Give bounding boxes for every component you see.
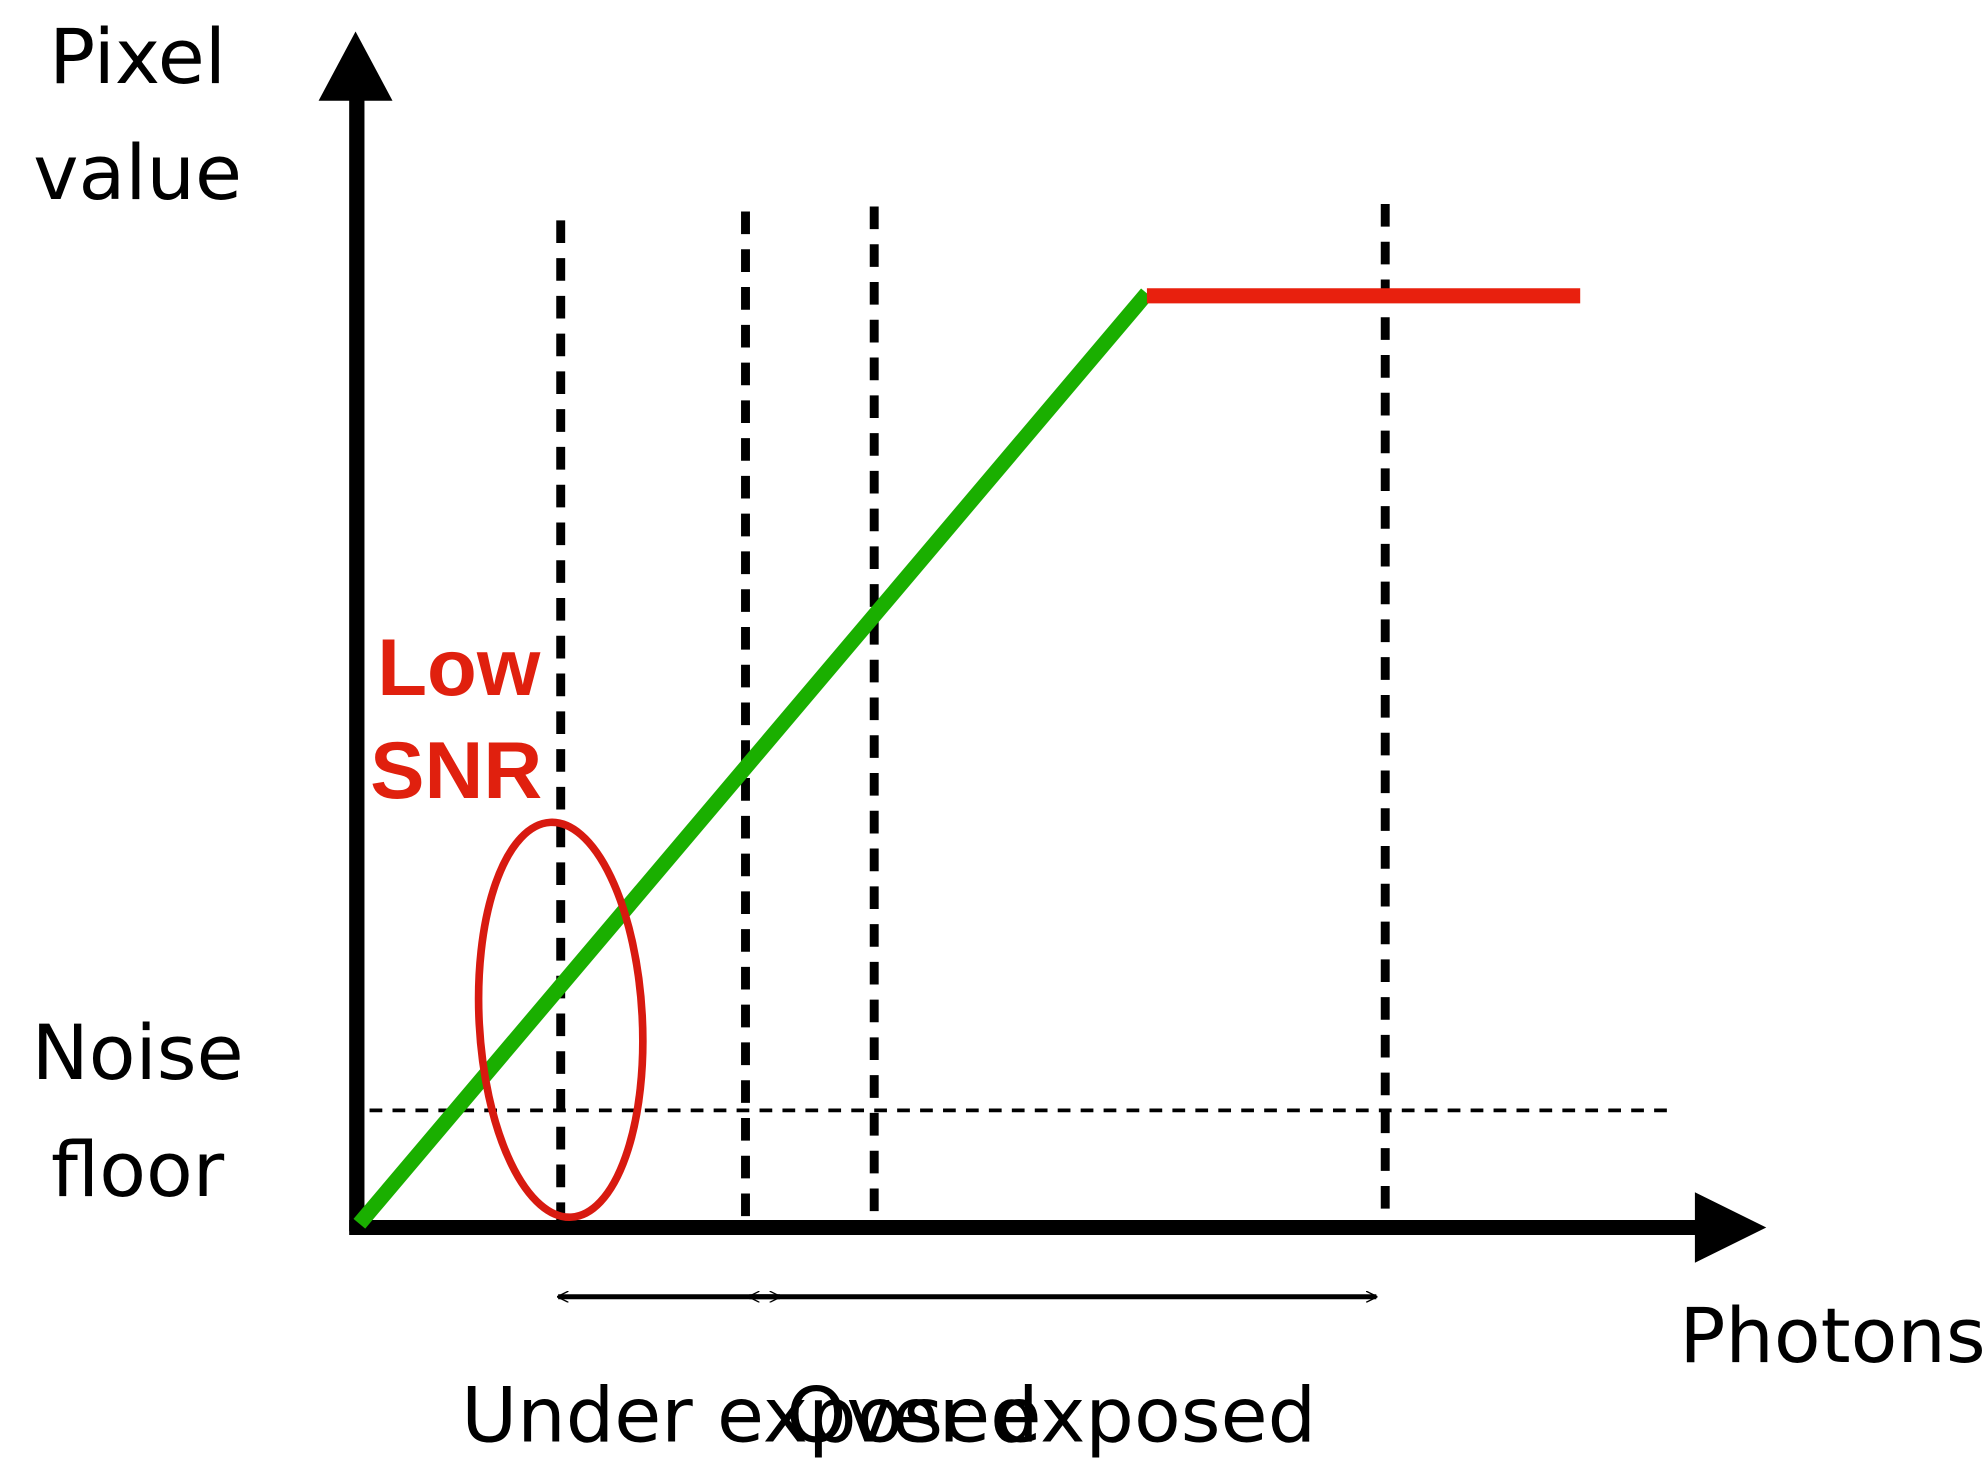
x-axis-arrow	[1694, 1192, 1767, 1263]
y-axis-arrow	[318, 31, 393, 101]
range-label: Under exposed	[461, 1371, 1038, 1459]
range-label: Over exposed	[786, 1371, 1316, 1459]
linear-response	[353, 288, 1153, 1229]
noise-floor-label: Noise	[32, 1008, 244, 1096]
y-axis-label: Pixel	[49, 13, 226, 101]
low-snr-label: Low	[377, 623, 541, 712]
low-snr-circle	[474, 818, 647, 1221]
x-axis-label: Photons	[1679, 1292, 1985, 1380]
y-axis-label: value	[33, 128, 242, 216]
noise-floor-label: floor	[51, 1125, 225, 1213]
exposure-guides	[556, 203, 1390, 1224]
low-snr-label: SNR	[370, 727, 542, 816]
